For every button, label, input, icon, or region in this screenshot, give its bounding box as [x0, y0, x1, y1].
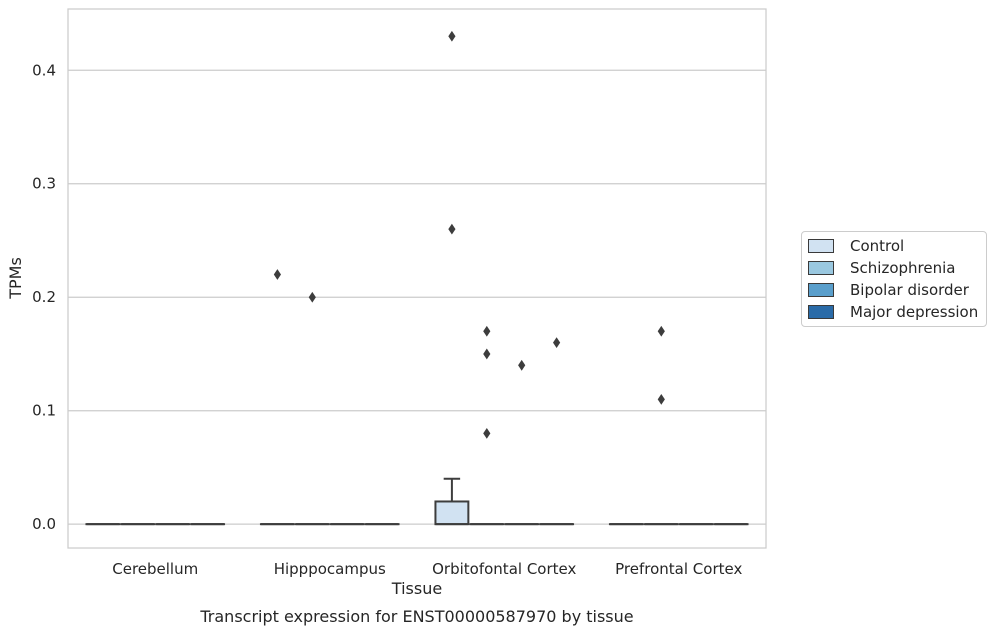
x-tick-label: Prefrontal Cortex: [615, 560, 742, 578]
legend-label-bipolar-disorder: Bipolar disorder: [850, 281, 969, 299]
x-axis-label: Tissue: [391, 579, 442, 598]
x-tick-label: Cerebellum: [112, 560, 198, 578]
outlier-point: [553, 337, 561, 349]
legend: Control Schizophrenia Bipolar disorder M…: [801, 231, 987, 327]
outlier-point: [483, 325, 491, 337]
y-tick-label: 0.2: [32, 288, 56, 306]
legend-item-major-depression: Major depression: [808, 301, 978, 323]
y-tick-label: 0.3: [32, 175, 56, 193]
outlier-point: [657, 393, 665, 405]
outlier-point: [448, 30, 456, 42]
plot-frame: [67, 8, 767, 549]
legend-item-control: Control: [808, 235, 904, 257]
legend-swatch-bipolar-disorder: [808, 283, 834, 297]
box-layer: [85, 477, 749, 526]
legend-label-control: Control: [850, 237, 905, 255]
legend-label-major-depression: Major depression: [850, 303, 979, 321]
y-tick-label: 0.4: [32, 61, 56, 79]
y-axis-label: TPMs: [6, 257, 25, 300]
legend-item-bipolar-disorder: Bipolar disorder: [808, 279, 969, 301]
box: [434, 500, 470, 526]
outlier-layer: [273, 30, 665, 439]
y-tick-labels: 0.0 0.1 0.2 0.3 0.4: [32, 61, 56, 533]
outlier-point: [657, 325, 665, 337]
outlier-point: [518, 359, 526, 371]
outlier-point: [273, 269, 281, 280]
legend-swatch-control: [808, 239, 834, 253]
outlier-point: [308, 291, 316, 303]
legend-swatch-major-depression: [808, 305, 834, 319]
y-tick-label: 0.1: [32, 402, 56, 420]
x-tick-label: Hipppocampus: [274, 560, 386, 578]
chart-title: Transcript expression for ENST0000058797…: [199, 607, 633, 626]
legend-swatch-schizophrenia: [808, 261, 834, 275]
grid-lines: [68, 69, 766, 525]
x-tick-label: Orbitofontal Cortex: [432, 560, 576, 578]
y-tick-label: 0.0: [32, 515, 56, 533]
outlier-point: [483, 427, 491, 439]
x-tick-labels: Cerebellum Hipppocampus Orbitofontal Corte…: [112, 560, 742, 578]
legend-item-schizophrenia: Schizophrenia: [808, 257, 955, 279]
outlier-point: [448, 223, 456, 235]
outlier-point: [483, 348, 491, 360]
legend-label-schizophrenia: Schizophrenia: [850, 259, 956, 277]
